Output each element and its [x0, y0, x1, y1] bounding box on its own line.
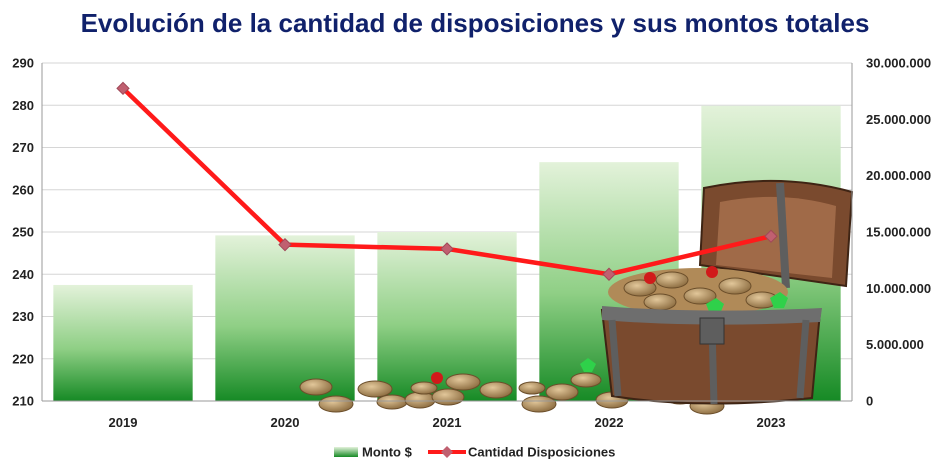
y-left-tick-label: 220 [12, 351, 34, 366]
y-left-tick-label: 210 [12, 394, 34, 409]
line-point-marker [602, 267, 616, 281]
y-left-tick-label: 260 [12, 182, 34, 197]
x-tick-label: 2020 [271, 415, 300, 430]
treasure-chest-illustration [299, 179, 854, 415]
x-tick-label: 2021 [433, 415, 462, 430]
bar-monto [377, 232, 517, 401]
y-right-tick-label: 25.000.000 [866, 112, 931, 127]
bar-monto [53, 284, 193, 401]
chart-title: Evolución de la cantidad de disposicione… [80, 8, 870, 38]
x-tick-label: 2023 [757, 415, 786, 430]
line-point-marker [440, 242, 454, 256]
line-point-marker [116, 81, 130, 96]
y-right-tick-label: 5.000.000 [866, 337, 924, 352]
y-right-tick-label: 20.000.000 [866, 168, 931, 183]
y-right-tick-label: 15.000.000 [866, 225, 931, 240]
axis-layer: 210 220 230 240 250 260 270 280 290 0 5.000.000 10.… [12, 56, 931, 431]
y-left-tick-label: 290 [12, 56, 34, 71]
y-right-tick-label: 0 [866, 394, 873, 409]
legend-swatch-monto [334, 447, 358, 457]
y-left-tick-label: 240 [12, 267, 34, 282]
legend-label-monto: Monto $ [362, 445, 413, 460]
line-layer [116, 81, 778, 281]
line-point-marker [764, 229, 778, 243]
y-left-tick-label: 230 [12, 309, 34, 324]
line-point-marker [278, 237, 292, 252]
x-tick-label: 2019 [109, 415, 138, 430]
y-left-tick-label: 270 [12, 140, 34, 155]
chart-legend: Monto $ Cantidad Disposiciones [334, 445, 615, 460]
x-tick-label: 2022 [595, 415, 624, 430]
legend-swatch-cantidad-marker [441, 446, 453, 458]
y-right-tick-label: 30.000.000 [866, 56, 931, 71]
bar-monto [215, 235, 355, 401]
y-left-tick-label: 250 [12, 225, 34, 240]
y-left-tick-label: 280 [12, 98, 34, 113]
legend-label-cantidad: Cantidad Disposiciones [468, 445, 615, 460]
y-right-tick-label: 10.000.000 [866, 281, 931, 296]
